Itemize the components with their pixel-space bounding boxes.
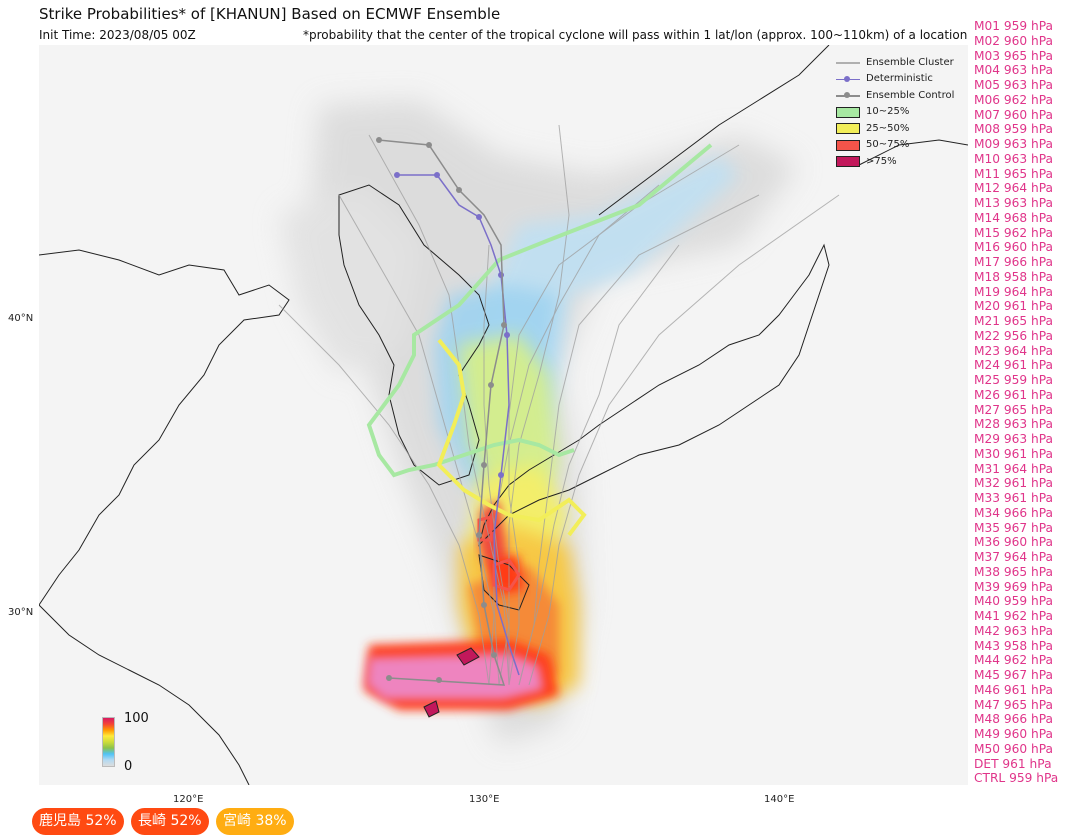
location-nagasaki-badge: 長崎 52% — [131, 808, 209, 835]
member-pressure-item: M48 966 hPa — [974, 712, 1054, 727]
location-miyazaki-badge: 宮崎 38% — [216, 808, 294, 835]
colorbar-max-label: 100 — [124, 711, 149, 726]
location-kagoshima-badge: 鹿児島 52% — [32, 808, 124, 835]
colorbar-min-label: 0 — [124, 759, 133, 774]
ensemble-member-list: M01 959 hPa M02 960 hPa M03 965 hPa M04 963… — [974, 19, 1067, 786]
map-panel — [39, 45, 968, 785]
member-pressure-item: M39 969 hPa — [974, 579, 1054, 594]
member-pressure-item: DET 961 hPa — [974, 756, 1052, 771]
member-pressure-item: M36 960 hPa — [974, 535, 1054, 550]
member-pressure-item: M10 963 hPa — [974, 151, 1054, 166]
member-pressure-item: M38 965 hPa — [974, 564, 1054, 579]
chart-title: Strike Probabilities* of [KHANUN] Based … — [39, 5, 501, 23]
member-pressure-item: M20 961 hPa — [974, 299, 1054, 314]
member-pressure-item: M49 960 hPa — [974, 727, 1054, 741]
member-pressure-item: M40 959 hPa — [974, 594, 1054, 609]
lon-label-120e: 120°E — [173, 794, 204, 805]
member-pressure-item: M47 965 hPa — [974, 697, 1054, 712]
legend-10-25: 10~25% — [834, 104, 966, 121]
member-pressure-item: M26 961 hPa — [974, 387, 1054, 402]
member-pressure-item: M15 962 hPa — [974, 225, 1054, 240]
init-time: Init Time: 2023/08/05 00Z — [39, 28, 196, 42]
member-pressure-item: M28 963 hPa — [974, 417, 1054, 432]
member-pressure-item: M18 958 hPa — [974, 269, 1054, 284]
lat-label-40n: 40°N — [8, 313, 34, 324]
member-pressure-item: M14 968 hPa — [974, 210, 1054, 225]
legend-75: >75% — [834, 153, 966, 170]
member-pressure-item: M13 963 hPa — [974, 196, 1054, 210]
member-pressure-item: M12 964 hPa — [974, 181, 1054, 196]
map-legend: Ensemble Cluster Deterministic Ensemble … — [834, 54, 966, 170]
member-pressure-item: M46 961 hPa — [974, 682, 1054, 697]
member-pressure-item: M31 964 hPa — [974, 461, 1054, 476]
legend-deterministic: Deterministic — [834, 71, 966, 88]
member-pressure-item: M42 963 hPa — [974, 623, 1054, 638]
contour-25-50 — [436, 338, 587, 537]
legend-ensemble-control: Ensemble Control — [834, 87, 966, 104]
probability-colorbar — [102, 717, 115, 767]
member-pressure-item: M11 965 hPa — [974, 166, 1054, 181]
member-pressure-item: M27 965 hPa — [974, 402, 1054, 417]
member-pressure-item: M35 967 hPa — [974, 520, 1054, 535]
member-pressure-item: M37 964 hPa — [974, 550, 1054, 564]
member-pressure-item: M43 958 hPa — [974, 638, 1054, 653]
strike-probability-map — [39, 45, 968, 785]
member-pressure-item: M04 963 hPa — [974, 63, 1054, 78]
probability-note: *probability that the center of the trop… — [303, 28, 968, 42]
lon-label-140e: 140°E — [764, 794, 795, 805]
member-pressure-item: M44 962 hPa — [974, 653, 1054, 668]
ensemble-control-track — [376, 137, 507, 686]
member-pressure-item: CTRL 959 hPa — [974, 771, 1059, 786]
member-pressure-item: M29 963 hPa — [974, 432, 1054, 446]
member-pressure-item: M09 963 hPa — [974, 137, 1054, 151]
coastlines — [39, 45, 968, 785]
member-pressure-item: M24 961 hPa — [974, 358, 1054, 373]
contour-10-25 — [366, 143, 713, 478]
member-pressure-item: M25 959 hPa — [974, 373, 1054, 387]
member-pressure-item: M45 967 hPa — [974, 668, 1054, 682]
lon-label-130e: 130°E — [469, 794, 500, 805]
member-pressure-item: M08 959 hPa — [974, 122, 1054, 137]
member-pressure-item: M02 960 hPa — [974, 33, 1054, 48]
ensemble-cluster-tracks — [278, 124, 840, 686]
member-pressure-item: M33 961 hPa — [974, 491, 1054, 505]
member-pressure-item: M21 965 hPa — [974, 314, 1054, 328]
member-pressure-item: M07 960 hPa — [974, 107, 1054, 122]
member-pressure-item: M50 960 hPa — [974, 741, 1054, 756]
member-pressure-item: M23 964 hPa — [974, 343, 1054, 358]
member-pressure-item: M19 964 hPa — [974, 284, 1054, 299]
contour-75 — [423, 647, 480, 718]
member-pressure-item: M01 959 hPa — [974, 19, 1054, 33]
legend-50-75: 50~75% — [834, 137, 966, 154]
member-pressure-item: M30 961 hPa — [974, 446, 1054, 461]
member-pressure-item: M22 956 hPa — [974, 328, 1054, 343]
member-pressure-item: M05 963 hPa — [974, 78, 1054, 92]
member-pressure-item: M16 960 hPa — [974, 240, 1054, 255]
lat-label-30n: 30°N — [8, 607, 34, 618]
member-pressure-item: M06 962 hPa — [974, 92, 1054, 107]
member-pressure-item: M17 966 hPa — [974, 255, 1054, 269]
member-pressure-item: M03 965 hPa — [974, 48, 1054, 63]
member-pressure-item: M41 962 hPa — [974, 609, 1054, 623]
member-pressure-item: M32 961 hPa — [974, 476, 1054, 491]
legend-25-50: 25~50% — [834, 120, 966, 137]
legend-ensemble-cluster: Ensemble Cluster — [834, 54, 966, 71]
member-pressure-item: M34 966 hPa — [974, 505, 1054, 520]
